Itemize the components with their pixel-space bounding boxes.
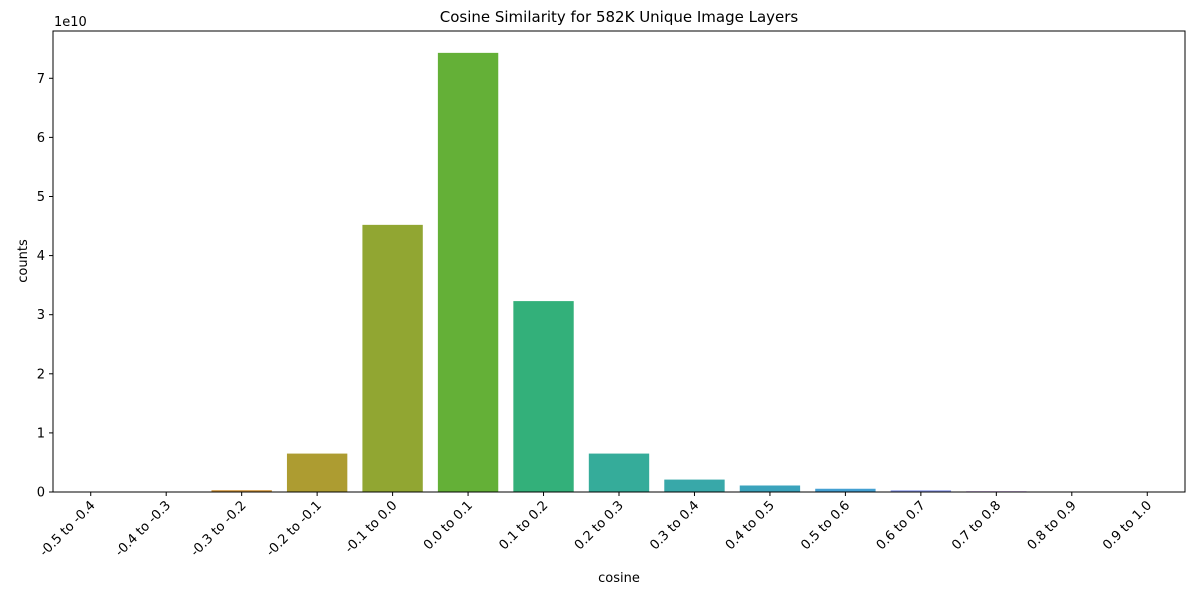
y-tick-label: 3 xyxy=(37,308,45,323)
x-tick-label: 0.2 to 0.3 xyxy=(572,498,627,553)
x-tick-label: 0.8 to 0.9 xyxy=(1025,498,1080,553)
bar-9 xyxy=(739,485,801,492)
bar-7 xyxy=(588,453,650,492)
y-ticks-group: 0 1 2 3 4 5 6 7 xyxy=(37,72,53,501)
x-tick-label: 0.3 to 0.4 xyxy=(647,498,702,553)
y-tick-label: 0 xyxy=(37,486,45,501)
bar-4 xyxy=(362,224,423,492)
y-tick-label: 1 xyxy=(37,426,45,441)
x-ticks-group: -0.5 to -0.4 -0.4 to -0.3 -0.3 to -0.2 -0.2… xyxy=(37,492,1155,560)
x-tick-label: -0.2 to -0.1 xyxy=(263,498,325,560)
y-tick-label: 7 xyxy=(37,72,45,87)
bar-11 xyxy=(890,490,952,492)
x-axis-label: cosine xyxy=(598,571,640,586)
y-tick-label: 6 xyxy=(37,131,45,146)
x-tick-label: -0.1 to 0.0 xyxy=(342,498,400,556)
y-axis-offset-label: 1e10 xyxy=(54,15,87,30)
plot-frame xyxy=(52,30,1186,493)
bars-group xyxy=(60,52,1178,492)
bar-5 xyxy=(437,52,499,492)
x-tick-label: -0.5 to -0.4 xyxy=(37,498,99,560)
bar-8 xyxy=(664,479,725,492)
bar-2 xyxy=(211,490,272,492)
bar-3 xyxy=(286,453,348,492)
y-tick-label: 4 xyxy=(37,249,45,264)
x-tick-label: 0.5 to 0.6 xyxy=(798,498,853,553)
y-tick-label: 2 xyxy=(37,367,45,382)
bar-6 xyxy=(513,301,574,492)
chart-title: Cosine Similarity for 582K Unique Image … xyxy=(440,8,799,26)
x-tick-label: 0.1 to 0.2 xyxy=(496,498,551,553)
x-tick-label: 0.6 to 0.7 xyxy=(874,498,929,553)
x-tick-label: 0.4 to 0.5 xyxy=(723,498,778,553)
y-axis-label: counts xyxy=(16,239,31,283)
y-tick-label: 5 xyxy=(37,190,45,205)
x-tick-label: -0.4 to -0.3 xyxy=(112,498,174,560)
bar-10 xyxy=(815,488,876,492)
x-tick-label: 0.9 to 1.0 xyxy=(1100,498,1155,553)
x-tick-label: 0.0 to 0.1 xyxy=(421,498,476,553)
x-tick-label: 0.7 to 0.8 xyxy=(949,498,1004,553)
x-tick-label: -0.3 to -0.2 xyxy=(188,498,250,560)
